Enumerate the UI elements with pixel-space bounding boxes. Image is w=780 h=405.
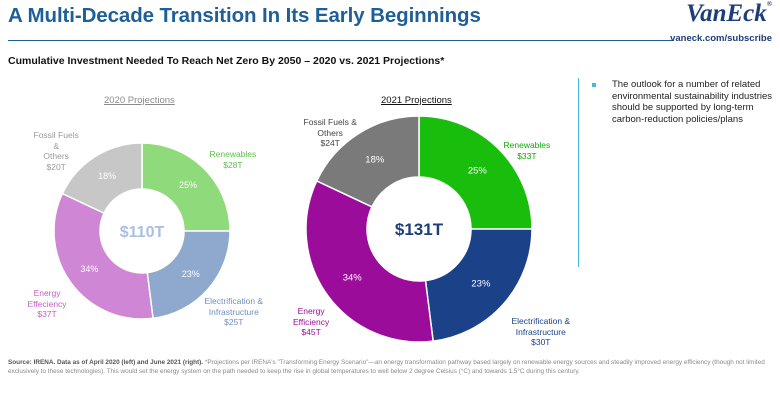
source-note: Source: IRENA. Data as of April 2020 (le… bbox=[8, 359, 768, 376]
pct-label-0-1: 23% bbox=[182, 269, 200, 279]
pct-label-0-3: 18% bbox=[98, 171, 116, 181]
brand-name: VanEck bbox=[686, 0, 767, 27]
donut-slice-0-1 bbox=[146, 230, 231, 320]
sidebar-divider bbox=[578, 78, 579, 267]
category-label-1-0: Renewables $33T bbox=[503, 140, 551, 161]
registered-mark: ® bbox=[766, 0, 772, 8]
donut-slice-0-0 bbox=[141, 142, 231, 232]
source-lead: Source: IRENA. Data as of April 2020 (le… bbox=[8, 359, 204, 366]
donut-slice-1-3 bbox=[315, 115, 420, 208]
category-label-0-1: Electrification & Infrastructure $25T bbox=[204, 296, 264, 327]
category-label-0-0: Renewables $28T bbox=[209, 149, 257, 170]
chart-subtitle: Cumulative Investment Needed To Reach Ne… bbox=[8, 55, 445, 67]
donut-slice-1-1 bbox=[424, 228, 533, 342]
header-divider bbox=[8, 40, 674, 41]
pct-label-1-2: 34% bbox=[343, 272, 363, 283]
chart-title-2021: 2021 Projections bbox=[381, 95, 452, 106]
page-title: A Multi-Decade Transition In Its Early B… bbox=[8, 4, 481, 27]
source-body: *Projections per IRENA's "Transforming E… bbox=[8, 359, 765, 375]
sidebar-text: The outlook for a number of related envi… bbox=[612, 79, 772, 125]
donut-slice-0-3 bbox=[61, 142, 143, 215]
pct-label-0-0: 25% bbox=[179, 180, 197, 190]
pct-label-1-1: 23% bbox=[471, 279, 491, 290]
chart-title-2020: 2020 Projections bbox=[104, 95, 175, 106]
bullet-icon bbox=[592, 83, 596, 87]
category-label-0-2: Energy Effeciency $37T bbox=[27, 288, 67, 319]
category-label-1-1: Electrification & Infrastructure $30T bbox=[511, 316, 571, 347]
vaneck-logo: VanEck® bbox=[686, 0, 772, 28]
donut-slice-1-2 bbox=[305, 179, 435, 343]
pct-label-1-3: 18% bbox=[365, 154, 385, 165]
donut-slice-0-2 bbox=[53, 192, 154, 320]
donut-slice-1-0 bbox=[418, 115, 533, 230]
category-label-0-3: Fossil Fuels & Others $20T bbox=[33, 130, 79, 172]
donut-total-1: $131T bbox=[395, 220, 444, 239]
subscribe-link[interactable]: vaneck.com/subscribe bbox=[670, 33, 772, 44]
category-label-1-3: Fossil Fuels & Others $24T bbox=[303, 117, 357, 148]
pct-label-0-2: 34% bbox=[80, 264, 98, 274]
donut-total-0: $110T bbox=[120, 224, 165, 241]
pct-label-1-0: 25% bbox=[468, 166, 488, 177]
category-label-1-2: Energy Efficiency $45T bbox=[293, 306, 330, 337]
